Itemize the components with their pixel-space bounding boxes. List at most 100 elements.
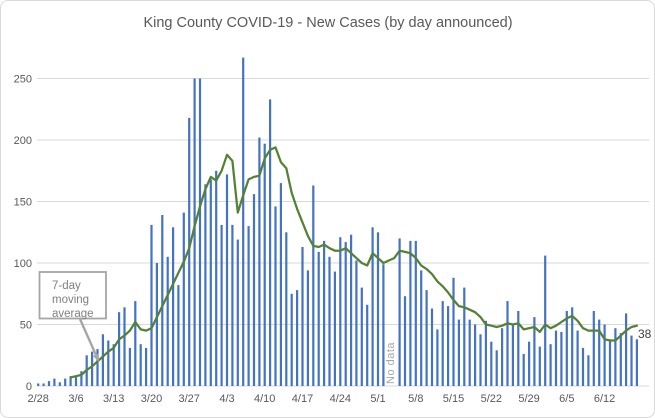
daily-cases-bar bbox=[571, 307, 574, 386]
daily-cases-bar bbox=[236, 239, 239, 386]
daily-cases-bar bbox=[247, 226, 250, 386]
y-tick-label: 50 bbox=[20, 320, 32, 332]
daily-cases-bar bbox=[258, 137, 261, 386]
x-tick-label: 4/17 bbox=[292, 393, 313, 405]
daily-cases-bar bbox=[225, 174, 229, 386]
daily-cases-bar bbox=[161, 215, 164, 386]
y-tick-label: 100 bbox=[14, 258, 32, 270]
x-tick-label: 3/13 bbox=[103, 393, 124, 405]
daily-cases-bar bbox=[37, 383, 40, 386]
x-tick-label: 3/27 bbox=[178, 393, 199, 405]
daily-cases-bar bbox=[155, 263, 158, 386]
x-tick-label: 4/24 bbox=[330, 393, 351, 405]
daily-cases-bar bbox=[317, 251, 320, 386]
daily-cases-bar bbox=[58, 382, 61, 386]
daily-cases-bar bbox=[269, 99, 272, 387]
daily-cases-bar bbox=[581, 347, 585, 386]
y-tick-label: 250 bbox=[14, 74, 32, 86]
daily-cases-bar bbox=[441, 301, 444, 386]
daily-cases-bar bbox=[231, 224, 234, 386]
daily-cases-bar bbox=[252, 194, 256, 386]
daily-cases-bar bbox=[420, 270, 423, 386]
daily-cases-bar bbox=[517, 311, 520, 386]
daily-cases-bar bbox=[333, 271, 336, 386]
bar-series-new-cases bbox=[37, 57, 638, 387]
daily-cases-bar bbox=[436, 329, 439, 386]
daily-cases-bar bbox=[501, 328, 504, 386]
chart-title: King County COVID-19 - New Cases (by day… bbox=[143, 15, 512, 31]
daily-cases-bar bbox=[42, 383, 45, 386]
daily-cases-bar bbox=[554, 330, 558, 386]
daily-cases-bar bbox=[350, 234, 353, 386]
daily-cases-bar bbox=[134, 301, 137, 386]
daily-cases-bar bbox=[603, 324, 606, 386]
callout-arrow-shaft bbox=[78, 318, 97, 356]
daily-cases-bar bbox=[511, 324, 514, 386]
daily-cases-bar bbox=[301, 247, 304, 386]
daily-cases-bar bbox=[328, 256, 331, 386]
daily-cases-bar bbox=[290, 293, 293, 387]
daily-cases-bar bbox=[355, 260, 358, 386]
daily-cases-bar bbox=[118, 312, 121, 386]
daily-cases-bar bbox=[371, 227, 374, 386]
daily-cases-bar bbox=[457, 319, 460, 386]
daily-cases-bar bbox=[107, 340, 110, 386]
daily-cases-bar bbox=[306, 270, 309, 386]
daily-cases-bar bbox=[560, 331, 563, 386]
daily-cases-bar bbox=[312, 185, 315, 386]
daily-cases-bar bbox=[172, 227, 175, 386]
daily-cases-bar bbox=[382, 264, 385, 386]
x-tick-label: 6/12 bbox=[594, 393, 615, 405]
callout-line-2: moving bbox=[52, 294, 89, 306]
y-axis-labels: 0 50 100 150 200 250 bbox=[14, 74, 32, 394]
daily-cases-bar bbox=[215, 170, 218, 387]
daily-cases-bar bbox=[177, 285, 180, 386]
daily-cases-bar bbox=[533, 317, 536, 386]
daily-cases-bar bbox=[53, 378, 56, 386]
daily-cases-bar bbox=[263, 143, 266, 386]
end-value-label: 38 bbox=[638, 327, 652, 341]
daily-cases-bar bbox=[64, 378, 67, 386]
daily-cases-bar bbox=[80, 371, 83, 386]
daily-cases-bar bbox=[522, 354, 525, 386]
daily-cases-bar bbox=[614, 328, 617, 386]
callout-line-1: 7-day bbox=[52, 280, 81, 292]
daily-cases-bar bbox=[145, 347, 148, 386]
moving-average-line bbox=[69, 146, 639, 379]
daily-cases-bar bbox=[74, 376, 78, 386]
x-tick-label: 5/22 bbox=[481, 393, 502, 405]
daily-cases-bar bbox=[409, 240, 412, 386]
daily-cases-bar bbox=[474, 324, 477, 386]
daily-cases-bar bbox=[188, 117, 191, 387]
daily-cases-bar bbox=[209, 179, 212, 386]
x-axis-labels: 2/28 3/6 3/13 3/20 3/27 4/3 4/10 4/17 4/24 5/1 5/8… bbox=[27, 393, 615, 405]
daily-cases-bar bbox=[484, 320, 487, 386]
daily-cases-bar bbox=[220, 224, 223, 386]
daily-cases-bar bbox=[403, 296, 407, 386]
daily-cases-bar bbox=[360, 287, 363, 386]
daily-cases-bar bbox=[366, 304, 369, 386]
daily-cases-bar bbox=[592, 311, 595, 386]
no-data-label: No data bbox=[385, 342, 397, 384]
daily-cases-bar bbox=[495, 350, 498, 386]
daily-cases-bar bbox=[101, 334, 104, 386]
daily-cases-bar bbox=[339, 237, 342, 386]
daily-cases-bar bbox=[608, 339, 612, 386]
daily-cases-bar bbox=[619, 333, 622, 386]
daily-cases-bar bbox=[635, 339, 638, 386]
daily-cases-bar bbox=[576, 330, 579, 386]
daily-cases-bar bbox=[296, 290, 299, 386]
daily-cases-bar bbox=[598, 319, 601, 386]
daily-cases-bar bbox=[150, 224, 153, 386]
daily-cases-bar bbox=[128, 347, 131, 386]
x-tick-label: 3/6 bbox=[68, 393, 83, 405]
moving-average-callout: 7-day moving average bbox=[38, 271, 107, 362]
daily-cases-bar bbox=[204, 184, 207, 386]
daily-cases-bar bbox=[549, 344, 552, 386]
daily-cases-bar bbox=[166, 256, 169, 386]
daily-cases-bar bbox=[528, 341, 531, 386]
daily-cases-bar bbox=[274, 206, 277, 386]
gridlines bbox=[37, 78, 649, 387]
daily-cases-bar bbox=[91, 351, 94, 386]
